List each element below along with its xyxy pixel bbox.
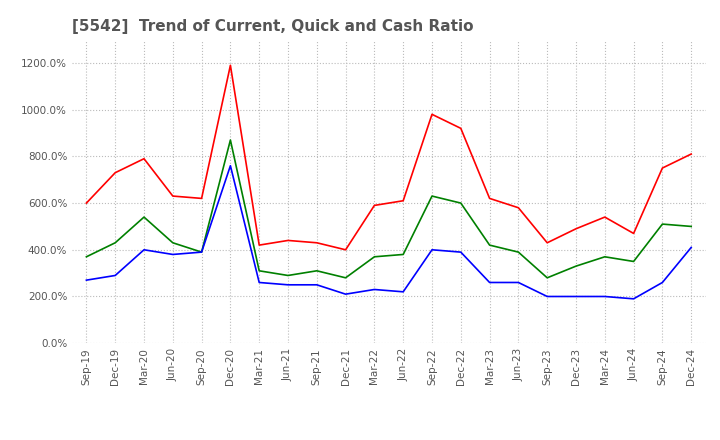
Cash Ratio: [658, 280, 667, 285]
Current Ratio: [226, 62, 235, 68]
Quick Ratio: [197, 249, 206, 255]
Quick Ratio: [600, 254, 609, 260]
Cash Ratio: [485, 280, 494, 285]
Cash Ratio: [284, 282, 292, 287]
Current Ratio: [140, 156, 148, 161]
Line: Current Ratio: Current Ratio: [86, 65, 691, 250]
Cash Ratio: [456, 249, 465, 255]
Cash Ratio: [197, 249, 206, 255]
Current Ratio: [658, 165, 667, 171]
Cash Ratio: [572, 294, 580, 299]
Quick Ratio: [543, 275, 552, 280]
Current Ratio: [341, 247, 350, 253]
Cash Ratio: [543, 294, 552, 299]
Quick Ratio: [370, 254, 379, 260]
Current Ratio: [456, 126, 465, 131]
Current Ratio: [284, 238, 292, 243]
Current Ratio: [370, 203, 379, 208]
Cash Ratio: [399, 289, 408, 294]
Quick Ratio: [629, 259, 638, 264]
Cash Ratio: [312, 282, 321, 287]
Cash Ratio: [629, 296, 638, 301]
Quick Ratio: [255, 268, 264, 273]
Cash Ratio: [82, 278, 91, 283]
Quick Ratio: [658, 221, 667, 227]
Current Ratio: [485, 196, 494, 201]
Quick Ratio: [284, 273, 292, 278]
Current Ratio: [399, 198, 408, 203]
Current Ratio: [572, 226, 580, 231]
Quick Ratio: [399, 252, 408, 257]
Cash Ratio: [111, 273, 120, 278]
Quick Ratio: [572, 264, 580, 269]
Cash Ratio: [341, 292, 350, 297]
Cash Ratio: [226, 163, 235, 169]
Quick Ratio: [341, 275, 350, 280]
Cash Ratio: [600, 294, 609, 299]
Current Ratio: [428, 112, 436, 117]
Quick Ratio: [140, 214, 148, 220]
Quick Ratio: [312, 268, 321, 273]
Quick Ratio: [82, 254, 91, 260]
Current Ratio: [255, 242, 264, 248]
Line: Cash Ratio: Cash Ratio: [86, 166, 691, 299]
Current Ratio: [312, 240, 321, 246]
Quick Ratio: [514, 249, 523, 255]
Cash Ratio: [255, 280, 264, 285]
Quick Ratio: [226, 137, 235, 143]
Current Ratio: [514, 205, 523, 210]
Quick Ratio: [428, 194, 436, 199]
Current Ratio: [600, 214, 609, 220]
Current Ratio: [543, 240, 552, 246]
Cash Ratio: [687, 245, 696, 250]
Line: Quick Ratio: Quick Ratio: [86, 140, 691, 278]
Cash Ratio: [168, 252, 177, 257]
Current Ratio: [168, 194, 177, 199]
Cash Ratio: [514, 280, 523, 285]
Current Ratio: [687, 151, 696, 157]
Current Ratio: [629, 231, 638, 236]
Quick Ratio: [485, 242, 494, 248]
Text: [5542]  Trend of Current, Quick and Cash Ratio: [5542] Trend of Current, Quick and Cash …: [72, 19, 474, 34]
Cash Ratio: [428, 247, 436, 253]
Current Ratio: [197, 196, 206, 201]
Quick Ratio: [111, 240, 120, 246]
Current Ratio: [82, 201, 91, 206]
Quick Ratio: [456, 201, 465, 206]
Cash Ratio: [140, 247, 148, 253]
Current Ratio: [111, 170, 120, 176]
Cash Ratio: [370, 287, 379, 292]
Quick Ratio: [168, 240, 177, 246]
Quick Ratio: [687, 224, 696, 229]
